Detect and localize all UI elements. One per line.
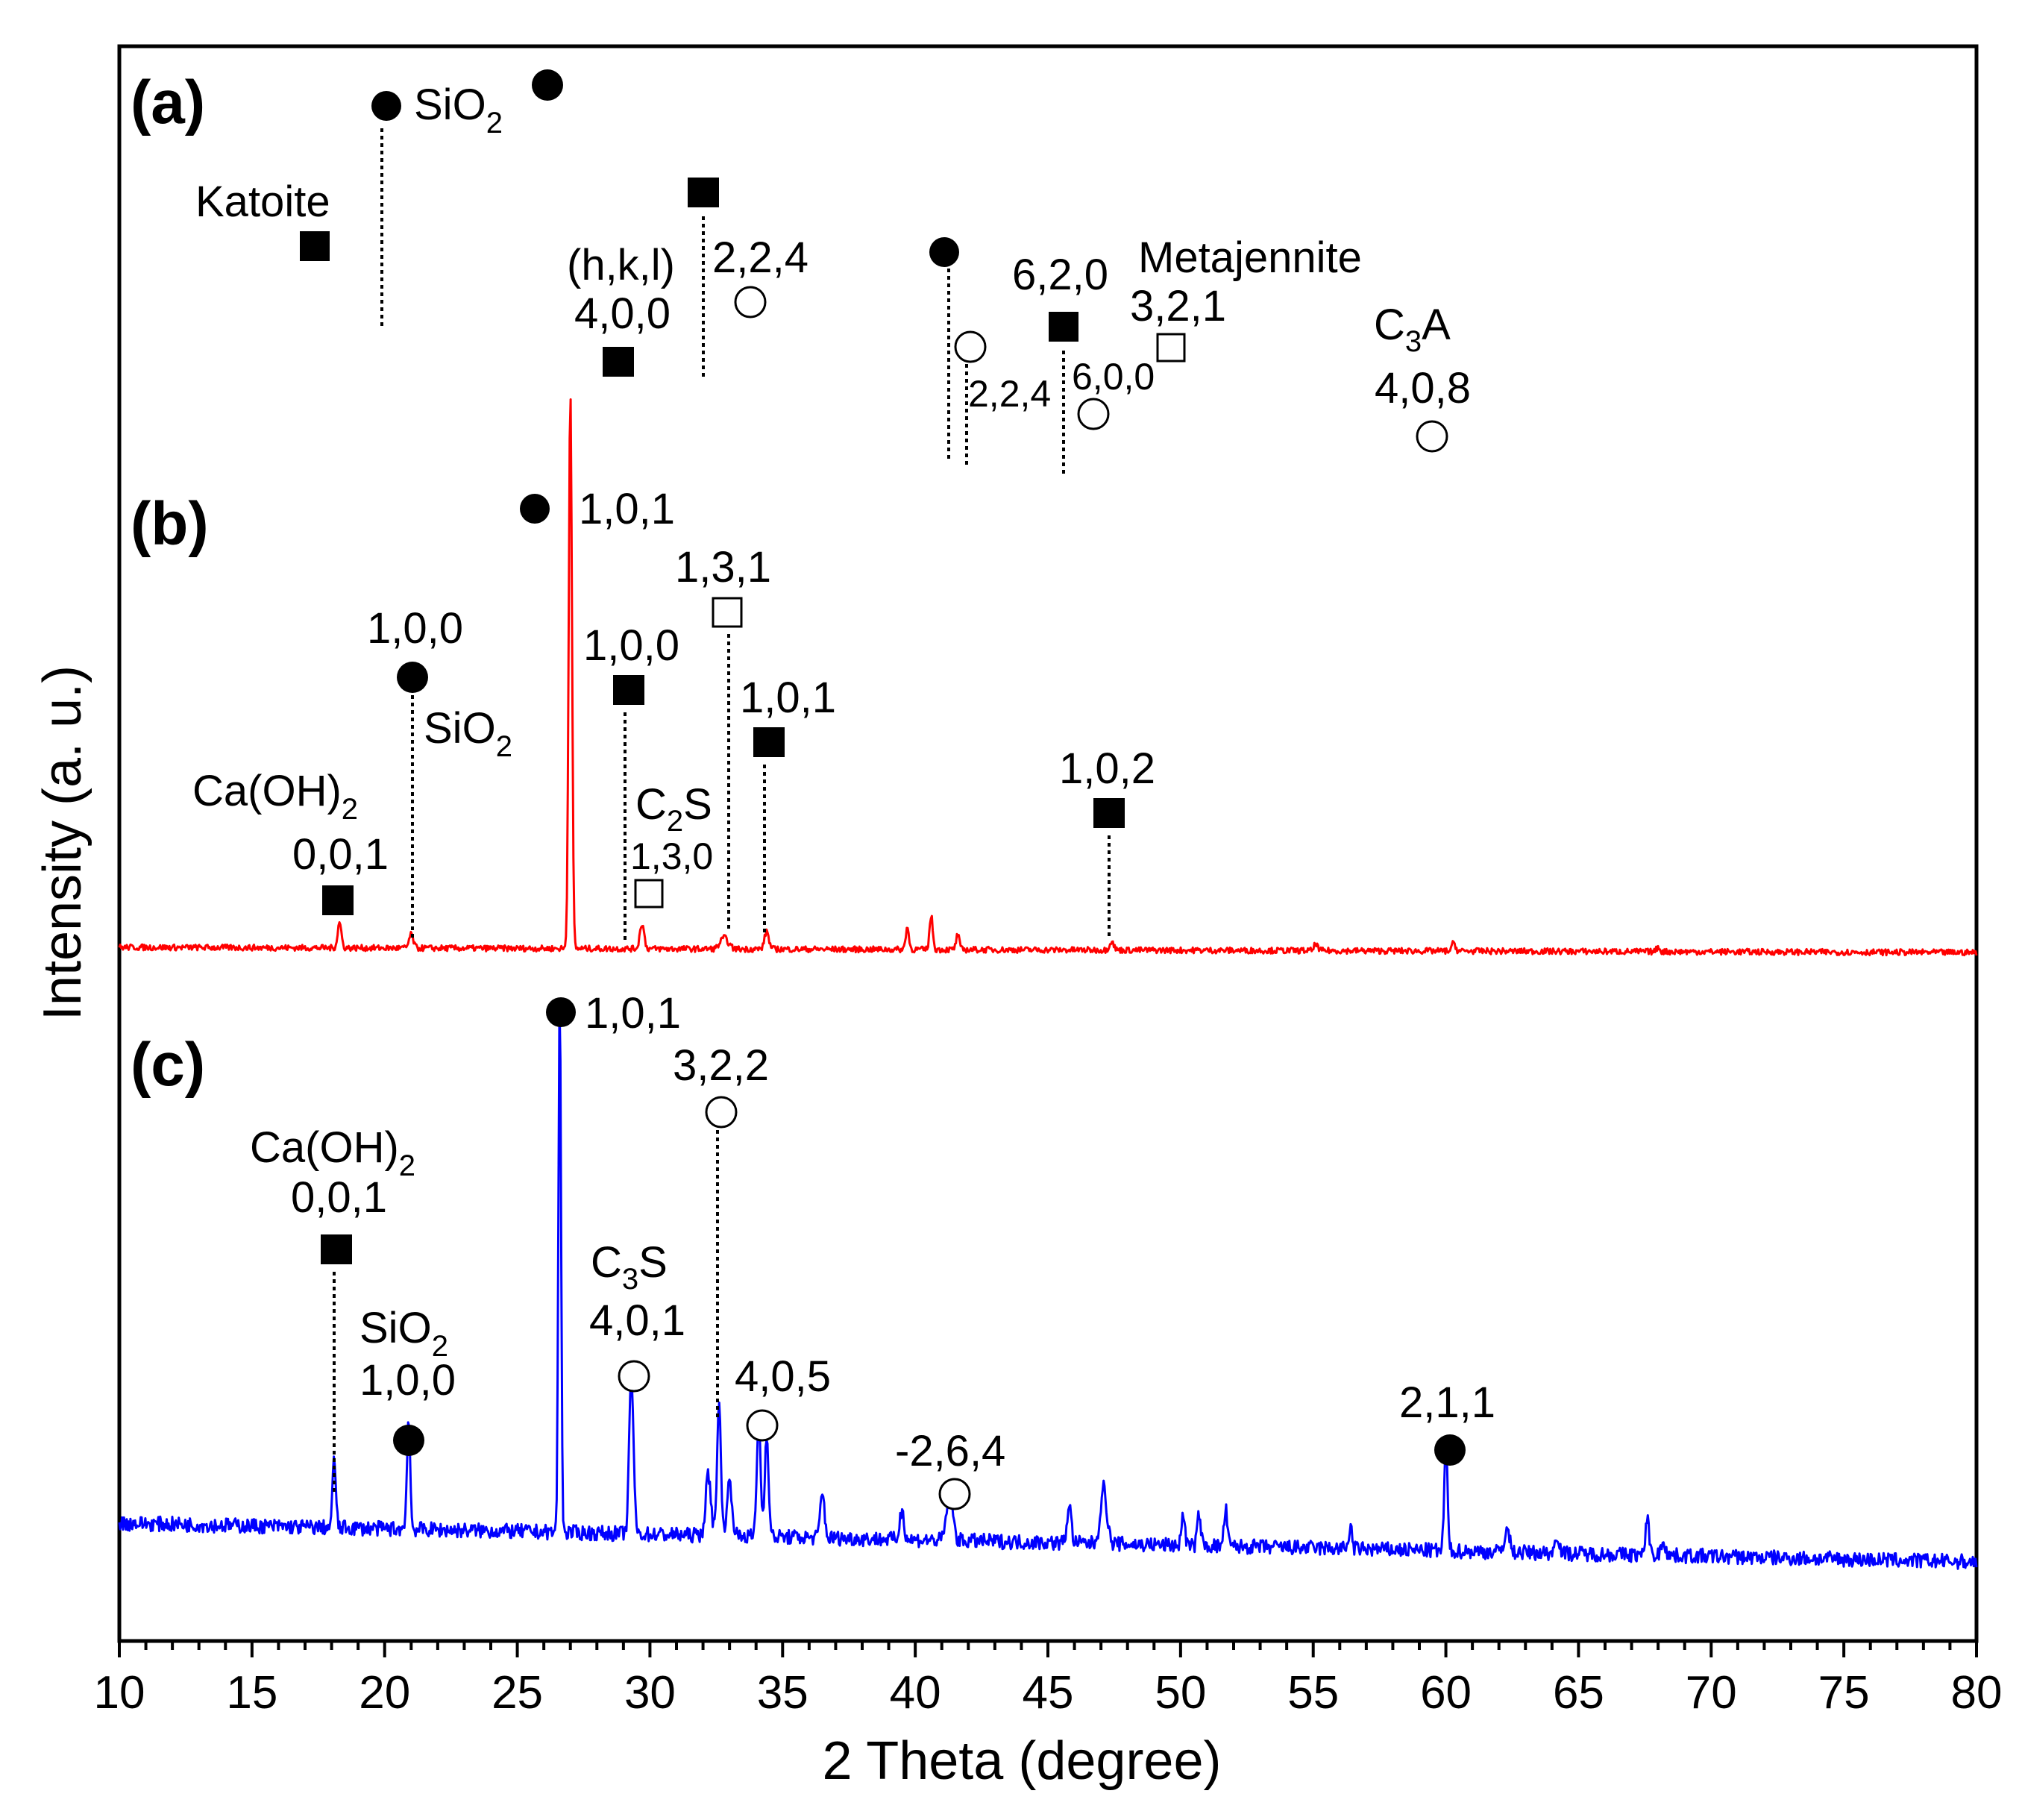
series-curves <box>118 398 1978 1570</box>
c3s-322-label: 3,2,2 <box>673 1041 769 1090</box>
sio2-marker-a3 <box>929 237 959 267</box>
sio2-label-c: SiO2 <box>359 1304 448 1363</box>
c3a-600-label: 6,0,0 <box>1072 356 1155 398</box>
sio2-label-b: SiO2 <box>424 704 512 763</box>
metajennite-marker <box>1156 333 1186 363</box>
sio2-100-label-b: 1,0,0 <box>367 604 463 653</box>
x-tick-label: 15 <box>226 1667 277 1719</box>
katoite-400-marker <box>603 347 634 377</box>
c2s-131-marker <box>712 597 743 628</box>
panel-label-b: (b) <box>131 490 209 558</box>
sio2-101-marker-b <box>520 494 550 524</box>
x-tick-label: 45 <box>1023 1667 1074 1719</box>
caoh2-100-label-b: 1,0,0 <box>583 621 679 670</box>
c3s-405-label: 4,0,5 <box>735 1352 831 1401</box>
c2s-131-label: 1,3,1 <box>675 543 771 592</box>
c3a-408-marker <box>1416 420 1448 453</box>
x-tick-label: 55 <box>1287 1667 1339 1719</box>
x-tick-label: 20 <box>359 1667 410 1719</box>
c3s-401-marker <box>618 1360 650 1393</box>
metajennite-label: Metajennite <box>1138 233 1362 282</box>
katoite-label: Katoite <box>195 178 330 226</box>
y-axis-label: Intensity (a. u.) <box>33 665 92 1020</box>
metajennite-321-label: 3,2,1 <box>1130 282 1226 330</box>
x-tick-label: 40 <box>890 1667 941 1719</box>
caoh2-100-marker-b <box>613 675 644 705</box>
sio2-211-marker-c <box>1434 1434 1466 1466</box>
sio2-211-label-c: 2,1,1 <box>1399 1378 1495 1427</box>
caoh2-001-label-c: 0,0,1 <box>291 1173 387 1222</box>
caoh2-102-marker-b <box>1093 798 1125 828</box>
xrd-series-b <box>118 398 1978 957</box>
sio2-marker-a2 <box>532 69 563 101</box>
c2s-130-marker <box>634 879 664 909</box>
c3s-264-marker <box>938 1478 971 1510</box>
c3a-224-label: 2,2,4 <box>712 233 808 282</box>
x-tick-label: 50 <box>1155 1667 1206 1719</box>
xrd-series-c <box>118 1000 1978 1570</box>
katoite-marker-32 <box>688 178 719 207</box>
sio2-100-marker-c <box>393 1425 424 1456</box>
caoh2-102-label-b: 1,0,2 <box>1059 744 1155 793</box>
caoh2-001-label-b: 0,0,1 <box>292 830 389 879</box>
sio2-100-label-c: 1,0,0 <box>359 1356 456 1405</box>
c3a-600-marker <box>1077 398 1110 430</box>
c2s-130-label: 1,3,0 <box>630 835 713 877</box>
caoh2-001-marker-b <box>322 885 354 915</box>
x-tick-label: 75 <box>1818 1667 1870 1719</box>
katoite-marker <box>300 231 330 261</box>
x-tick-label: 80 <box>1951 1667 2003 1719</box>
c3a-label: C3A <box>1374 301 1451 358</box>
c3s-322-marker <box>705 1096 738 1129</box>
c2s-label: C2S <box>635 780 712 838</box>
katoite-620-label: 6,2,0 <box>1012 251 1108 299</box>
caoh2-101-label-b: 1,0,1 <box>740 674 836 722</box>
hkl-label: (h,k,l) <box>567 241 675 289</box>
c3s-401-label: 4,0,1 <box>589 1296 685 1345</box>
c3s-405-marker <box>746 1409 779 1442</box>
x-tick-label: 65 <box>1553 1667 1604 1719</box>
x-tick-label: 25 <box>492 1667 543 1719</box>
panel-b-annotations: 1,0,1 1,0,0 SiO2 1,0,0 1,3,1 1,0,1 Ca(OH… <box>192 485 1155 940</box>
sio2-100-marker-b <box>397 662 428 693</box>
katoite-400-label: 4,0,0 <box>574 289 671 338</box>
c3a-224b-label: 2,2,4 <box>968 373 1051 415</box>
c3a-224b-marker <box>954 330 987 363</box>
panel-a-annotations: Katoite SiO2 (h,k,l) 4,0,0 2,2,4 2,2,4 6… <box>195 69 1471 477</box>
sio2-101-label-c: 1,0,1 <box>585 989 681 1038</box>
x-tick-label: 60 <box>1420 1667 1472 1719</box>
x-tick-label: 70 <box>1686 1667 1737 1719</box>
panel-label-a: (a) <box>131 69 205 136</box>
sio2-label-a: SiO2 <box>414 81 503 139</box>
x-tick-label: 30 <box>624 1667 676 1719</box>
sio2-101-label-b: 1,0,1 <box>579 485 675 533</box>
panel-c-annotations: 1,0,1 3,2,2 Ca(OH)2 0,0,1 C3S 4,0,1 SiO2… <box>250 989 1495 1510</box>
x-tick-label: 10 <box>94 1667 145 1719</box>
caoh2-label-b: Ca(OH)2 <box>192 767 358 826</box>
sio2-101-marker-c <box>546 997 576 1027</box>
caoh2-label-c: Ca(OH)2 <box>250 1123 415 1182</box>
x-axis-ticks: 10 15 20 25 30 35 40 45 50 55 60 65 70 75 80 <box>94 1641 2003 1719</box>
c3s-264-label: -2,6,4 <box>895 1427 1005 1475</box>
caoh2-001-marker-c <box>321 1234 352 1264</box>
caoh2-101-marker-b <box>753 727 785 757</box>
c3a-224-marker <box>734 286 767 318</box>
katoite-620-marker <box>1049 312 1078 342</box>
x-tick-label: 35 <box>757 1667 808 1719</box>
sio2-marker-a1 <box>371 91 401 121</box>
c3a-408-label: 4,0,8 <box>1375 364 1471 412</box>
c3s-label: C3S <box>591 1238 668 1296</box>
panel-label-c: (c) <box>131 1031 205 1099</box>
x-axis-label: 2 Theta (degree) <box>822 1731 1221 1791</box>
